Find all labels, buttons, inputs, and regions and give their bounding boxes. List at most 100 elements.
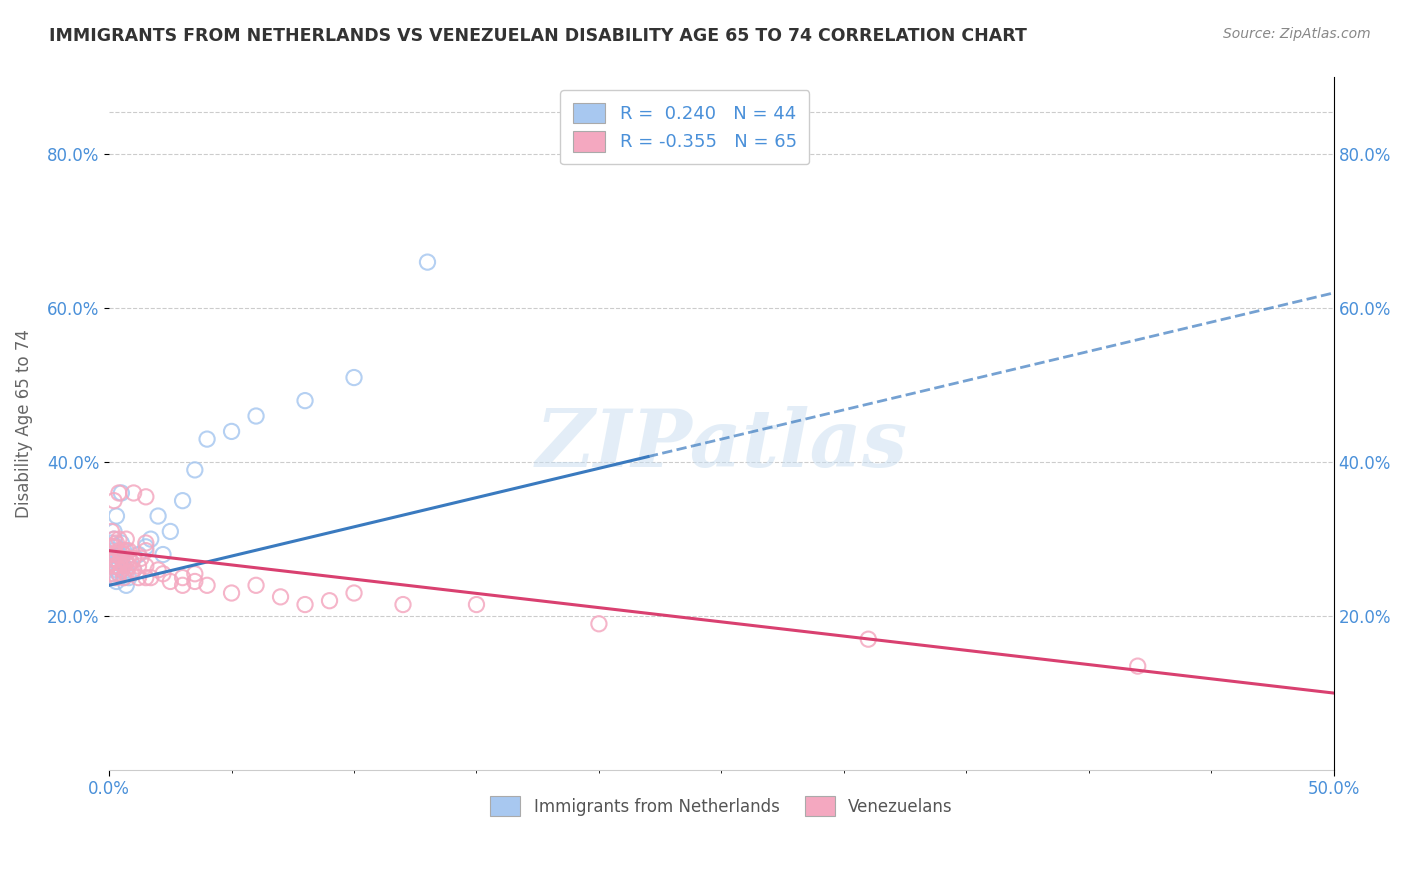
Point <box>221 586 243 600</box>
Point <box>105 559 128 574</box>
Point <box>112 559 135 574</box>
Point <box>588 616 610 631</box>
Point <box>100 566 122 581</box>
Point <box>103 524 125 539</box>
Point <box>115 566 138 581</box>
Point <box>103 566 125 581</box>
Point <box>318 593 340 607</box>
Point <box>105 563 128 577</box>
Point <box>146 509 169 524</box>
Point <box>108 555 131 569</box>
Point <box>270 590 292 604</box>
Point <box>112 559 135 574</box>
Point <box>122 551 145 566</box>
Point <box>103 551 125 566</box>
Point <box>343 586 366 600</box>
Point <box>103 559 125 574</box>
Y-axis label: Disability Age 65 to 74: Disability Age 65 to 74 <box>15 329 32 518</box>
Point <box>108 486 131 500</box>
Point <box>103 532 125 546</box>
Point <box>112 543 135 558</box>
Point <box>110 486 132 500</box>
Point <box>100 548 122 562</box>
Point <box>135 559 157 574</box>
Point <box>100 536 122 550</box>
Point <box>110 551 132 566</box>
Point <box>108 555 131 569</box>
Point <box>146 563 169 577</box>
Point <box>115 543 138 558</box>
Point <box>112 571 135 585</box>
Point <box>139 571 162 585</box>
Point <box>103 571 125 585</box>
Point <box>392 598 415 612</box>
Point <box>128 548 150 562</box>
Point <box>152 566 174 581</box>
Point <box>110 543 132 558</box>
Point <box>115 578 138 592</box>
Point <box>135 490 157 504</box>
Point <box>128 559 150 574</box>
Point <box>115 555 138 569</box>
Point <box>103 540 125 554</box>
Point <box>172 493 194 508</box>
Point <box>416 255 439 269</box>
Point <box>105 548 128 562</box>
Point <box>122 486 145 500</box>
Point <box>105 571 128 585</box>
Point <box>103 559 125 574</box>
Point <box>172 578 194 592</box>
Point <box>135 540 157 554</box>
Point <box>122 563 145 577</box>
Text: ZIPatlas: ZIPatlas <box>536 406 907 483</box>
Point <box>110 563 132 577</box>
Point <box>110 563 132 577</box>
Point <box>465 598 488 612</box>
Point <box>108 532 131 546</box>
Point <box>184 574 207 589</box>
Point <box>172 571 194 585</box>
Point <box>184 566 207 581</box>
Point <box>120 555 142 569</box>
Point <box>100 540 122 554</box>
Point <box>112 548 135 562</box>
Point <box>195 578 218 592</box>
Point <box>100 555 122 569</box>
Point <box>103 543 125 558</box>
Point <box>108 548 131 562</box>
Point <box>110 536 132 550</box>
Point <box>184 463 207 477</box>
Point <box>122 563 145 577</box>
Point <box>112 571 135 585</box>
Point <box>108 566 131 581</box>
Point <box>128 571 150 585</box>
Point <box>115 532 138 546</box>
Point <box>105 540 128 554</box>
Point <box>118 559 141 574</box>
Point <box>159 574 181 589</box>
Point <box>108 566 131 581</box>
Point <box>118 543 141 558</box>
Point <box>105 536 128 550</box>
Point <box>105 574 128 589</box>
Point <box>110 551 132 566</box>
Text: Source: ZipAtlas.com: Source: ZipAtlas.com <box>1223 27 1371 41</box>
Point <box>129 551 152 566</box>
Point <box>103 493 125 508</box>
Point <box>103 532 125 546</box>
Point <box>294 393 316 408</box>
Point <box>152 548 174 562</box>
Point <box>108 543 131 558</box>
Point <box>221 425 243 439</box>
Point <box>103 551 125 566</box>
Point <box>105 509 128 524</box>
Point <box>135 536 157 550</box>
Point <box>195 432 218 446</box>
Point <box>858 632 880 647</box>
Point <box>115 563 138 577</box>
Text: IMMIGRANTS FROM NETHERLANDS VS VENEZUELAN DISABILITY AGE 65 TO 74 CORRELATION CH: IMMIGRANTS FROM NETHERLANDS VS VENEZUELA… <box>49 27 1028 45</box>
Point <box>100 548 122 562</box>
Point <box>120 555 142 569</box>
Point <box>245 578 267 592</box>
Point <box>245 409 267 423</box>
